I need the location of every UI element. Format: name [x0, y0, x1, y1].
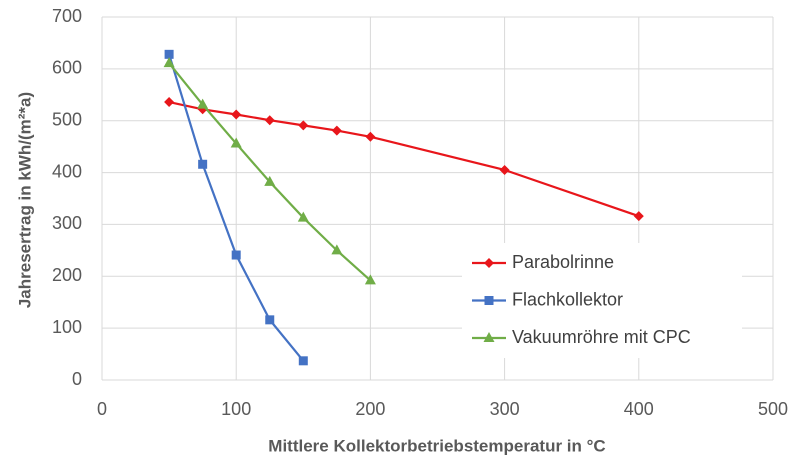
y-tick-label: 600	[52, 58, 82, 78]
legend-label: Vakuumröhre mit CPC	[512, 327, 691, 347]
marker	[365, 131, 376, 142]
x-tick-label: 100	[221, 399, 251, 419]
marker	[297, 211, 309, 222]
y-tick-label: 0	[72, 369, 82, 389]
y-tick-label: 500	[52, 109, 82, 129]
marker	[331, 125, 342, 136]
marker	[164, 97, 175, 108]
x-tick-label: 0	[97, 399, 107, 419]
legend-label: Parabolrinne	[512, 252, 614, 272]
marker	[265, 315, 275, 325]
legend-box	[462, 243, 742, 358]
y-tick-label: 100	[52, 317, 82, 337]
marker	[298, 120, 309, 131]
marker	[264, 115, 275, 126]
x-tick-label: 400	[624, 399, 654, 419]
y-axis-title: Jahresertrag in kWh/(m²*a)	[15, 92, 34, 308]
x-tick-label: 500	[758, 399, 788, 419]
x-tick-label: 300	[490, 399, 520, 419]
marker	[633, 211, 644, 222]
marker	[484, 258, 494, 268]
line	[168, 62, 372, 282]
marker	[230, 137, 242, 148]
marker	[331, 244, 343, 255]
marker	[298, 356, 308, 366]
marker	[499, 164, 510, 175]
line	[168, 100, 640, 218]
y-tick-label: 200	[52, 265, 82, 285]
y-tick-label: 400	[52, 161, 82, 181]
marker	[483, 332, 495, 342]
y-tick-label: 700	[52, 6, 82, 26]
y-tick-label: 300	[52, 213, 82, 233]
legend-label: Flachkollektor	[512, 289, 623, 309]
x-tick-label: 200	[355, 399, 385, 419]
marker	[484, 296, 494, 305]
marker	[231, 109, 242, 120]
x-axis-title: Mittlere Kollektorbetriebstemperatur in …	[268, 436, 605, 455]
marker	[364, 274, 376, 285]
marker	[163, 57, 175, 68]
marker	[264, 175, 276, 186]
marker	[164, 49, 174, 59]
marker	[197, 98, 209, 109]
marker	[231, 250, 241, 260]
marker	[198, 159, 208, 169]
